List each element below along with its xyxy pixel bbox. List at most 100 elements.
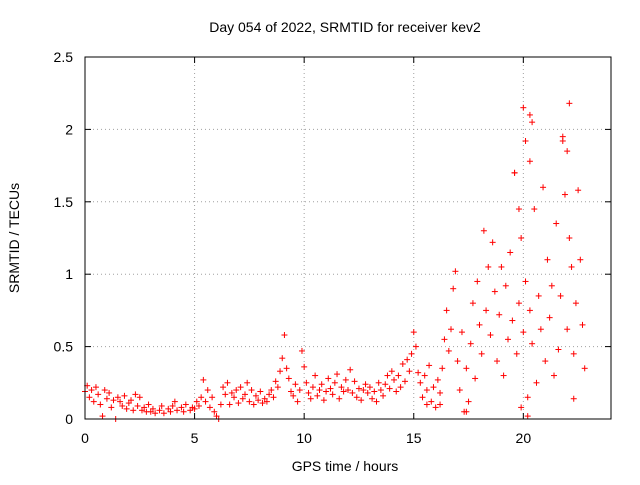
data-point bbox=[195, 402, 202, 409]
data-point bbox=[228, 389, 235, 396]
data-point bbox=[570, 395, 577, 402]
data-point bbox=[384, 372, 391, 379]
data-point bbox=[305, 389, 312, 396]
data-point bbox=[255, 397, 262, 404]
data-point bbox=[268, 387, 275, 394]
y-tick-label: 2 bbox=[65, 121, 73, 137]
data-point bbox=[526, 111, 533, 118]
data-point bbox=[149, 405, 156, 412]
data-point bbox=[345, 387, 351, 394]
data-point bbox=[99, 413, 106, 420]
data-point bbox=[463, 408, 470, 415]
data-point bbox=[535, 292, 542, 299]
data-point bbox=[559, 133, 566, 140]
data-point bbox=[439, 365, 446, 372]
data-point bbox=[388, 368, 395, 375]
data-point bbox=[465, 398, 472, 405]
data-point bbox=[110, 397, 117, 404]
data-point bbox=[581, 365, 588, 372]
data-point bbox=[412, 343, 419, 350]
data-point bbox=[325, 375, 332, 382]
data-point bbox=[518, 404, 525, 411]
data-point bbox=[277, 368, 284, 375]
data-point bbox=[101, 387, 108, 394]
data-point bbox=[316, 387, 323, 394]
data-point bbox=[158, 402, 165, 409]
data-point bbox=[193, 398, 200, 405]
data-point bbox=[483, 307, 490, 314]
data-point bbox=[336, 395, 343, 402]
data-point bbox=[266, 391, 273, 398]
data-point bbox=[406, 368, 413, 375]
data-point bbox=[515, 206, 522, 213]
data-point bbox=[103, 395, 110, 402]
data-point bbox=[371, 388, 378, 395]
data-point bbox=[123, 405, 130, 412]
data-point bbox=[419, 394, 426, 401]
data-point bbox=[548, 282, 555, 289]
data-point bbox=[537, 326, 544, 333]
data-point bbox=[417, 379, 424, 386]
data-point bbox=[445, 347, 452, 354]
data-point bbox=[395, 372, 402, 379]
data-point bbox=[178, 404, 185, 411]
data-point bbox=[152, 410, 159, 417]
data-point bbox=[349, 389, 356, 396]
data-point bbox=[174, 407, 181, 414]
data-point bbox=[454, 358, 461, 365]
y-tick-label: 0.5 bbox=[54, 339, 74, 355]
data-point bbox=[557, 292, 564, 299]
data-point bbox=[397, 384, 404, 391]
data-point bbox=[524, 413, 531, 420]
data-point bbox=[500, 372, 507, 379]
data-point bbox=[279, 355, 286, 362]
data-point bbox=[375, 379, 382, 386]
y-tick-label: 2.5 bbox=[54, 49, 74, 65]
data-point bbox=[476, 321, 483, 328]
axis-ticks: 0 0.5 1 1.5 2 2.5 0 5 10 15 20 bbox=[54, 49, 611, 446]
data-point bbox=[504, 336, 511, 343]
data-point bbox=[515, 300, 522, 307]
data-point bbox=[469, 300, 476, 307]
data-point bbox=[518, 235, 525, 241]
data-point bbox=[458, 329, 465, 336]
data-points bbox=[82, 100, 588, 422]
data-point bbox=[132, 391, 139, 398]
data-point bbox=[169, 402, 176, 409]
data-point bbox=[369, 395, 376, 402]
data-point bbox=[323, 388, 330, 395]
y-tick-label: 0 bbox=[65, 411, 73, 427]
chart-title: Day 054 of 2022, SRMTID for receiver kev… bbox=[209, 19, 481, 35]
data-point bbox=[217, 401, 224, 408]
data-point bbox=[362, 381, 369, 388]
data-point bbox=[119, 402, 126, 409]
data-point bbox=[434, 376, 441, 383]
data-point bbox=[202, 398, 209, 405]
data-point bbox=[423, 387, 430, 394]
data-point bbox=[347, 366, 354, 373]
data-point bbox=[568, 263, 575, 270]
data-point bbox=[301, 363, 308, 370]
data-point bbox=[156, 407, 163, 414]
data-point bbox=[566, 100, 573, 107]
data-point bbox=[564, 326, 571, 333]
data-point bbox=[292, 381, 299, 388]
data-point bbox=[386, 385, 393, 392]
data-point bbox=[312, 372, 319, 379]
data-point bbox=[259, 400, 266, 407]
data-point bbox=[358, 397, 365, 404]
data-point bbox=[399, 360, 406, 367]
data-point bbox=[290, 392, 297, 399]
data-point bbox=[415, 369, 422, 376]
data-point bbox=[478, 350, 485, 357]
data-point bbox=[237, 384, 244, 391]
data-point bbox=[531, 206, 538, 213]
data-point bbox=[404, 356, 411, 363]
data-point bbox=[136, 394, 143, 401]
data-point bbox=[553, 220, 560, 227]
data-point bbox=[542, 358, 549, 365]
data-point bbox=[92, 384, 99, 391]
data-point bbox=[309, 384, 316, 391]
data-point bbox=[307, 395, 314, 402]
data-point bbox=[487, 332, 494, 339]
